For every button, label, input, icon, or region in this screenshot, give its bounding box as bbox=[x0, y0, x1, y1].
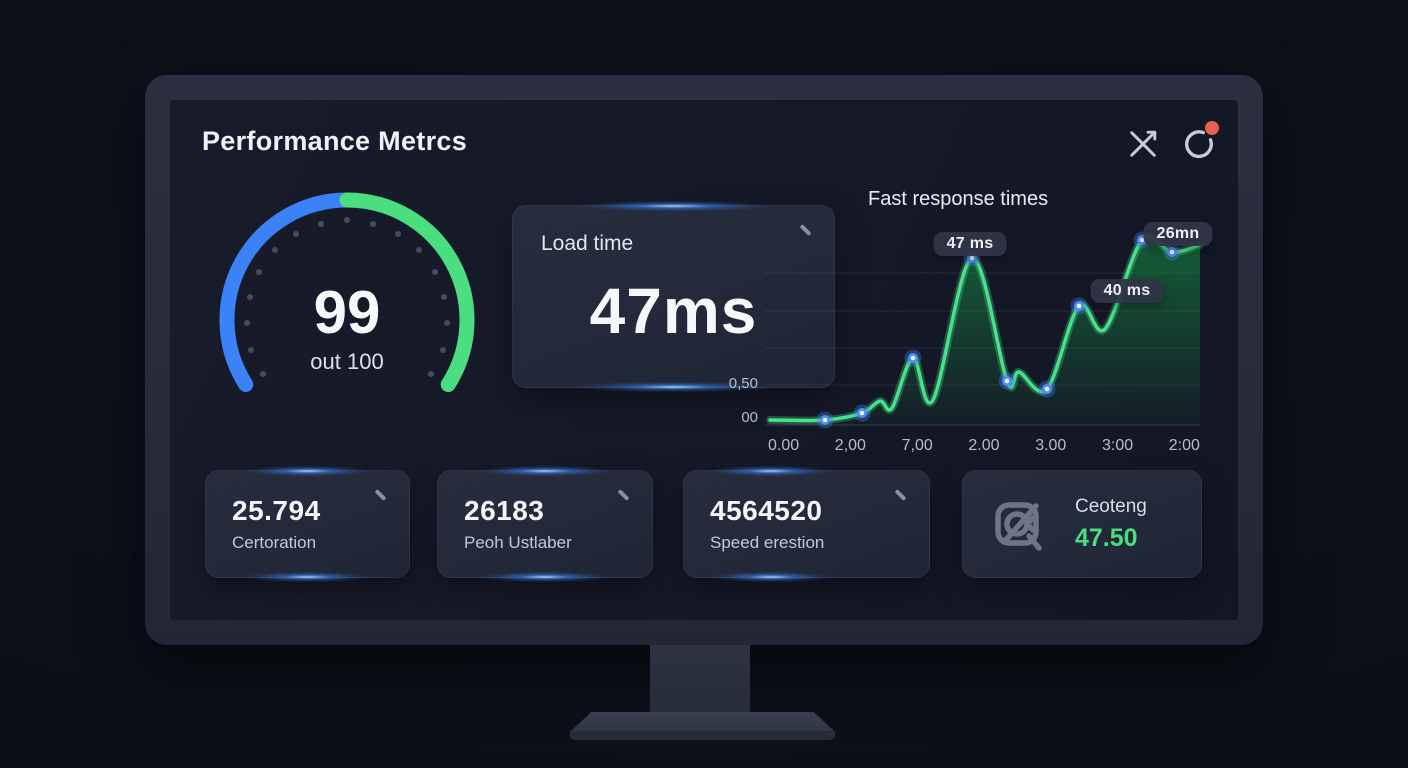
gauge-tick-dot bbox=[370, 220, 377, 227]
stat-label: Speed erestion bbox=[710, 533, 825, 552]
stat-value: 25.794 bbox=[232, 495, 321, 526]
chart-tooltip: 47 ms bbox=[933, 232, 1007, 256]
x-axis: 0.00 2,00 7,00 2.00 3.00 3:00 2:00 bbox=[768, 437, 1200, 455]
page-title: Performance Metrcs bbox=[202, 126, 468, 156]
monitor-stand-base-front bbox=[570, 731, 835, 740]
gauge-tick-dot bbox=[415, 247, 422, 254]
x-tick-label: 0.00 bbox=[768, 437, 800, 454]
expand-handle-icon[interactable] bbox=[894, 488, 907, 502]
data-point-marker bbox=[904, 349, 922, 367]
stat-value: 26183 bbox=[464, 495, 545, 526]
monitor-frame: Performance Metrcs bbox=[145, 75, 1263, 645]
glow-flare bbox=[691, 570, 851, 584]
chart-tooltip: 26mn bbox=[1143, 222, 1213, 246]
camera-off-icon bbox=[989, 492, 1053, 556]
x-tick-label: 3:00 bbox=[1101, 437, 1134, 454]
gauge-tick-dot bbox=[394, 230, 401, 237]
response-times-chart: Fast response times 0,50 00 47 ms 40 ms 26… bbox=[710, 185, 1225, 480]
gauge-tick-dot bbox=[441, 293, 448, 300]
glow-flare bbox=[226, 570, 389, 584]
gauge-tick-dot bbox=[272, 247, 279, 254]
dashboard-screen: Performance Metrcs bbox=[170, 100, 1238, 620]
stat-label: Peoh Ustlaber bbox=[464, 533, 572, 552]
chart-tooltip: 40 ms bbox=[1090, 279, 1164, 303]
stat-card: 4564520 Speed erestion bbox=[683, 464, 930, 584]
expand-handle-icon[interactable] bbox=[374, 488, 387, 502]
monitor-stand-base bbox=[570, 712, 835, 732]
notification-dot bbox=[1205, 121, 1219, 135]
data-point-marker bbox=[816, 411, 834, 429]
data-point-marker bbox=[853, 404, 871, 422]
data-point-marker bbox=[998, 372, 1016, 390]
gauge-tick-dot bbox=[248, 346, 255, 353]
shuffle-icon[interactable] bbox=[1125, 126, 1161, 162]
gauge-tick-dot bbox=[439, 346, 446, 353]
stat-card: 25.794 Certoration bbox=[205, 464, 410, 584]
chart-title: Fast response times bbox=[868, 188, 1049, 210]
area-fill bbox=[770, 236, 1200, 425]
gauge-tick-dot bbox=[244, 320, 251, 327]
gauge-tick-dot bbox=[428, 370, 435, 377]
stat-card: 26183 Peoh Ustlaber bbox=[437, 464, 653, 584]
rating-label: Ceoteng bbox=[1075, 495, 1147, 517]
score-gauge: 99 out 100 bbox=[217, 190, 477, 450]
glow-flare bbox=[459, 464, 631, 478]
x-tick-label: 7,00 bbox=[901, 437, 933, 454]
gauge-caption: out 100 bbox=[310, 349, 384, 374]
data-line bbox=[768, 234, 1202, 423]
gauge-value: 99 bbox=[313, 279, 381, 346]
data-point-marker bbox=[1038, 380, 1056, 398]
gauge-arc-green bbox=[339, 192, 475, 392]
monitor-stand-neck bbox=[650, 645, 750, 717]
data-point-marker bbox=[1163, 243, 1181, 261]
y-tick-label: 00 bbox=[741, 409, 758, 426]
expand-handle-icon[interactable] bbox=[617, 488, 630, 502]
load-time-value: 47ms bbox=[589, 275, 758, 347]
glow-flare bbox=[226, 464, 389, 478]
load-time-label: Load time bbox=[541, 232, 634, 255]
gauge-tick-dot bbox=[293, 230, 300, 237]
gauge-tick-dot bbox=[256, 268, 263, 275]
gauge-tick-dot bbox=[259, 370, 266, 377]
x-tick-label: 2.00 bbox=[968, 437, 1000, 454]
gauge-arc-blue bbox=[219, 192, 355, 392]
gauge-tick-dot bbox=[344, 217, 350, 223]
rating-card: Ceoteng 47.50 bbox=[962, 470, 1202, 578]
gauge-tick-dot bbox=[431, 268, 438, 275]
gauge-tick-dot bbox=[246, 293, 253, 300]
y-tick-label: 0,50 bbox=[728, 375, 758, 392]
refresh-icon[interactable] bbox=[1180, 121, 1219, 160]
gauge-tick-dot bbox=[443, 320, 450, 327]
chart-plot-area: 47 ms 40 ms 26mn bbox=[765, 222, 1213, 429]
x-tick-label: 2:00 bbox=[1168, 437, 1200, 454]
rating-value: 47.50 bbox=[1075, 523, 1138, 552]
data-point-marker bbox=[1070, 297, 1088, 315]
stat-value: 4564520 bbox=[710, 495, 823, 526]
stat-label: Certoration bbox=[232, 533, 317, 552]
x-tick-label: 2,00 bbox=[834, 437, 866, 454]
glow-flare bbox=[459, 570, 631, 584]
x-tick-label: 3.00 bbox=[1035, 437, 1067, 454]
gauge-tick-dot bbox=[317, 220, 324, 227]
